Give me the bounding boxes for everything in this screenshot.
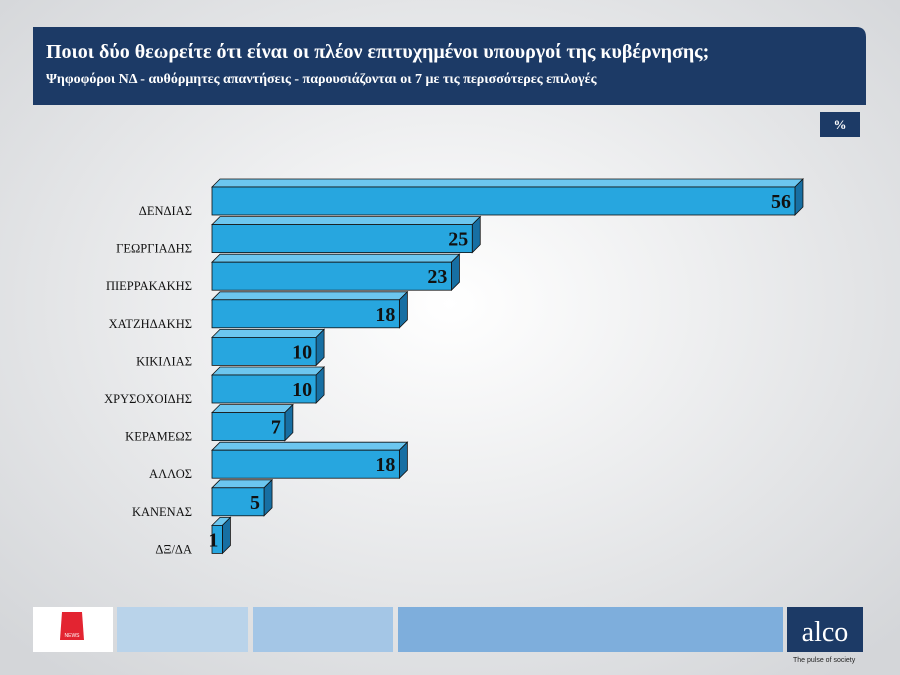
bar-top [211, 366, 326, 376]
bar-top [211, 216, 482, 226]
bar-top [211, 291, 409, 301]
title-bar [33, 27, 866, 105]
category-label: ΔΕΝΔΙΑΣ [139, 204, 192, 218]
chart-title: Ποιοι δύο θεωρείτε ότι είναι οι πλέον επ… [46, 41, 709, 63]
category-label: ΚΙΚΙΛΙΑΣ [136, 354, 192, 368]
brand-box [787, 607, 863, 652]
data-label: 25 [448, 229, 468, 251]
plot-area: ΔΕΝΔΙΑΣ 56 ΓΕΩΡΓΙΑΔΗΣ 25 ΠΙΕΡΡΑΚΑΚΗΣ 23 ΧΑΤΖΗΔ… [104, 178, 804, 556]
bar [211, 449, 400, 479]
data-label: 1 [208, 529, 218, 551]
brand-logo: alco [802, 617, 849, 648]
channel-logo: NEWS [65, 633, 81, 639]
data-label: 10 [292, 379, 312, 401]
category-label: ΚΑΝΕΝΑΣ [132, 505, 192, 519]
brand-tagline: The pulse of society [793, 657, 856, 664]
category-label: ΠΙΕΡΡΑΚΑΚΗΣ [106, 279, 192, 293]
bar [211, 412, 286, 442]
data-label: 23 [427, 266, 447, 288]
footer-segment [117, 607, 248, 652]
bar [211, 261, 452, 291]
bar [211, 487, 265, 517]
bar [211, 224, 473, 254]
unit-label: % [834, 117, 847, 132]
footer-segment [253, 607, 393, 652]
chart-subtitle: Ψηφοφόροι ΝΔ - αυθόρμητες απαντήσεις - π… [46, 72, 598, 87]
data-label: 18 [375, 454, 395, 476]
category-label: ΚΕΡΑΜΕΩΣ [125, 430, 192, 444]
bar [211, 336, 317, 366]
bar-top [211, 178, 804, 188]
category-label: ΑΛΛΟΣ [149, 467, 192, 481]
bar-top [211, 253, 461, 263]
bar-top [211, 479, 274, 489]
data-label: 18 [375, 304, 395, 326]
data-label: 7 [271, 417, 281, 439]
bar [211, 299, 400, 329]
unit-box [820, 112, 860, 137]
bar [211, 525, 223, 554]
category-label: ΓΕΩΡΓΙΑΔΗΣ [116, 242, 192, 256]
bar [211, 374, 317, 404]
data-label: 5 [250, 492, 260, 514]
category-label: ΔΞ/ΔΑ [155, 542, 192, 556]
category-label: ΧΡΥΣΟΧΟΙΔΗΣ [104, 392, 192, 406]
footer-segment [398, 607, 783, 652]
bar-top [211, 441, 409, 451]
bar-top [211, 328, 326, 338]
bar-top [211, 404, 294, 414]
channel-logo-icon [60, 612, 84, 640]
bar [211, 186, 796, 216]
data-label: 10 [292, 341, 312, 363]
category-label: ΧΑΤΖΗΔΑΚΗΣ [109, 317, 192, 331]
data-label: 56 [771, 191, 791, 213]
